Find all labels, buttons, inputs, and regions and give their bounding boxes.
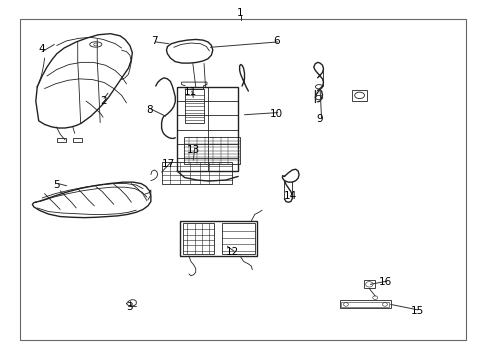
Bar	[73, 138, 81, 142]
Text: 9: 9	[316, 114, 323, 124]
Text: 17: 17	[162, 159, 175, 169]
Text: 4: 4	[39, 44, 45, 54]
Text: 2: 2	[100, 96, 106, 106]
Text: 11: 11	[184, 87, 197, 97]
Text: 6: 6	[272, 36, 279, 46]
Text: 7: 7	[151, 36, 157, 46]
Text: 3: 3	[126, 302, 133, 312]
Text: 10: 10	[269, 109, 282, 119]
Bar	[183, 137, 239, 164]
Text: 16: 16	[379, 277, 392, 287]
Text: 5: 5	[53, 180, 60, 190]
Bar	[180, 221, 257, 256]
Text: 14: 14	[284, 191, 297, 201]
Text: 12: 12	[225, 247, 239, 257]
Bar	[339, 301, 390, 309]
Text: 15: 15	[410, 306, 424, 316]
Text: 8: 8	[146, 105, 152, 115]
Bar	[182, 223, 214, 254]
Bar	[57, 138, 65, 142]
Text: 1: 1	[237, 8, 244, 18]
Bar	[177, 87, 238, 171]
Bar	[340, 302, 388, 307]
Bar	[184, 89, 203, 123]
Bar	[161, 162, 232, 184]
Bar	[351, 90, 366, 101]
Bar	[20, 19, 466, 339]
Bar	[221, 223, 254, 254]
Text: 13: 13	[186, 144, 200, 154]
Bar	[363, 280, 374, 288]
